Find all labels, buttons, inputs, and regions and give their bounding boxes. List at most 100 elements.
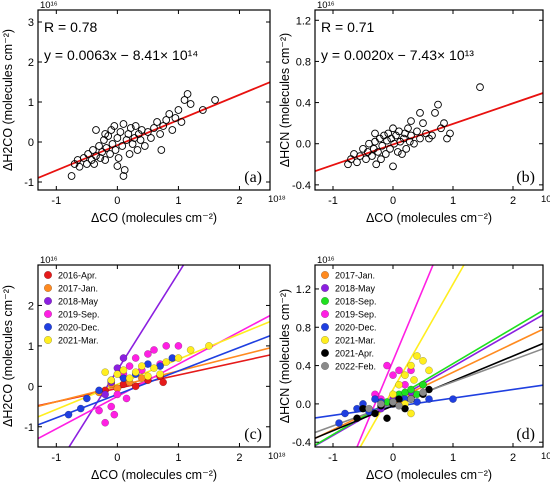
data-point xyxy=(144,128,152,136)
legend-marker xyxy=(43,309,53,319)
data-point xyxy=(140,142,149,150)
plot-area xyxy=(38,81,270,180)
x-tick-label: 2 xyxy=(236,195,242,207)
data-point xyxy=(431,109,439,117)
legend-marker xyxy=(43,335,53,345)
data-point xyxy=(344,160,352,169)
data-point xyxy=(76,404,85,413)
data-point xyxy=(389,162,397,171)
y-tick-label: 3 xyxy=(28,17,34,29)
x-tick-label: 1 xyxy=(175,452,181,464)
data-point xyxy=(416,134,424,143)
y-tick-label: 0.8 xyxy=(296,322,311,334)
data-point xyxy=(101,156,110,164)
data-point xyxy=(87,156,96,164)
data-point xyxy=(95,142,103,150)
data-point xyxy=(395,401,403,410)
x-tick-label: 2 xyxy=(510,452,516,464)
data-point xyxy=(100,136,108,144)
data-point xyxy=(119,354,128,362)
legend-label: 2019-Sep. xyxy=(335,310,377,320)
data-point xyxy=(419,388,427,397)
data-point xyxy=(440,119,448,127)
data-point xyxy=(174,106,183,114)
legend-label: 2021-Mar. xyxy=(335,336,376,346)
y-tick-label: 0.4 xyxy=(296,98,311,110)
legend-marker xyxy=(320,283,330,293)
data-point xyxy=(102,144,111,152)
data-point xyxy=(119,120,128,128)
data-point xyxy=(180,96,189,104)
data-point xyxy=(371,129,379,138)
y-tick-label: -0.4 xyxy=(292,180,311,192)
data-point xyxy=(389,371,397,380)
data-point xyxy=(183,90,192,98)
data-point xyxy=(92,126,100,134)
data-point xyxy=(399,134,408,143)
data-point xyxy=(108,140,117,148)
data-point xyxy=(407,395,415,403)
data-point xyxy=(476,83,484,91)
data-point xyxy=(401,371,409,380)
y-tick-label: 0.8 xyxy=(296,56,311,68)
legend-label: 2020-Dec. xyxy=(335,323,377,333)
data-point xyxy=(162,358,171,366)
x-axis-label: ΔCO (molecules cm⁻²) xyxy=(366,211,492,225)
y-tick-label: 2 xyxy=(28,300,34,312)
data-point xyxy=(371,395,379,403)
x-tick-label: 0 xyxy=(114,452,120,464)
data-point xyxy=(383,414,391,423)
data-point xyxy=(371,137,379,146)
data-point xyxy=(107,376,116,385)
x-multiplier: 10¹⁸ xyxy=(268,451,286,462)
legend-marker xyxy=(320,348,330,358)
fit-line-2017-jan- xyxy=(315,328,543,440)
data-point xyxy=(101,390,110,399)
fit-lines xyxy=(38,81,270,179)
data-point xyxy=(410,376,418,384)
data-point xyxy=(398,150,406,158)
data-point xyxy=(186,100,195,108)
y-tick-label: 0 xyxy=(28,137,34,149)
data-point xyxy=(389,398,397,406)
data-point xyxy=(67,172,76,180)
axes-frame xyxy=(314,9,544,191)
data-point xyxy=(125,150,134,158)
data-point xyxy=(150,364,158,372)
data-point xyxy=(162,342,171,350)
data-point xyxy=(419,380,427,389)
x-tick-label: 2 xyxy=(236,452,242,464)
legend-label: 2018-Sep. xyxy=(335,297,377,307)
data-point xyxy=(353,414,361,423)
data-point xyxy=(407,117,415,125)
panel-label: (b) xyxy=(516,169,535,186)
data-point xyxy=(383,136,391,145)
y-tick-label: 1 xyxy=(28,341,34,353)
data-point xyxy=(389,124,397,133)
data-point xyxy=(144,372,152,381)
data-point xyxy=(82,394,91,403)
y-tick-label: 0.0 xyxy=(296,139,311,151)
data-point xyxy=(174,342,183,350)
equation-annotation: R = 0.78 xyxy=(44,19,98,35)
data-point xyxy=(446,129,454,138)
data-point xyxy=(425,395,433,403)
data-point xyxy=(407,131,415,140)
legend: 2017-Jan. 2018-May 2018-Sep. 2019-Sep. 2020-… xyxy=(320,270,377,372)
legend-label: 2016-Apr. xyxy=(58,271,97,281)
data-point xyxy=(106,150,114,158)
equation-annotation: y = 0.0020x − 7.43× 10¹³ xyxy=(321,47,474,63)
legend-marker xyxy=(43,270,53,280)
data-point xyxy=(362,155,370,163)
x-tick-label: 0 xyxy=(390,452,396,464)
data-point xyxy=(118,142,127,150)
x-tick-label: 0 xyxy=(390,195,396,207)
y-multiplier: 10¹⁶ xyxy=(317,0,335,11)
legend-marker xyxy=(320,322,330,332)
data-point xyxy=(425,366,433,375)
legend-label: 2019-Sep. xyxy=(58,310,100,320)
panel-a: -1 0 1 2 -1 0 1 2 3 10¹⁶ 10¹⁸ ΔCO (molecules cm⁻²) Δ… xyxy=(1,0,286,225)
data-point xyxy=(95,406,103,415)
legend-marker xyxy=(320,270,330,280)
data-point xyxy=(126,124,135,132)
